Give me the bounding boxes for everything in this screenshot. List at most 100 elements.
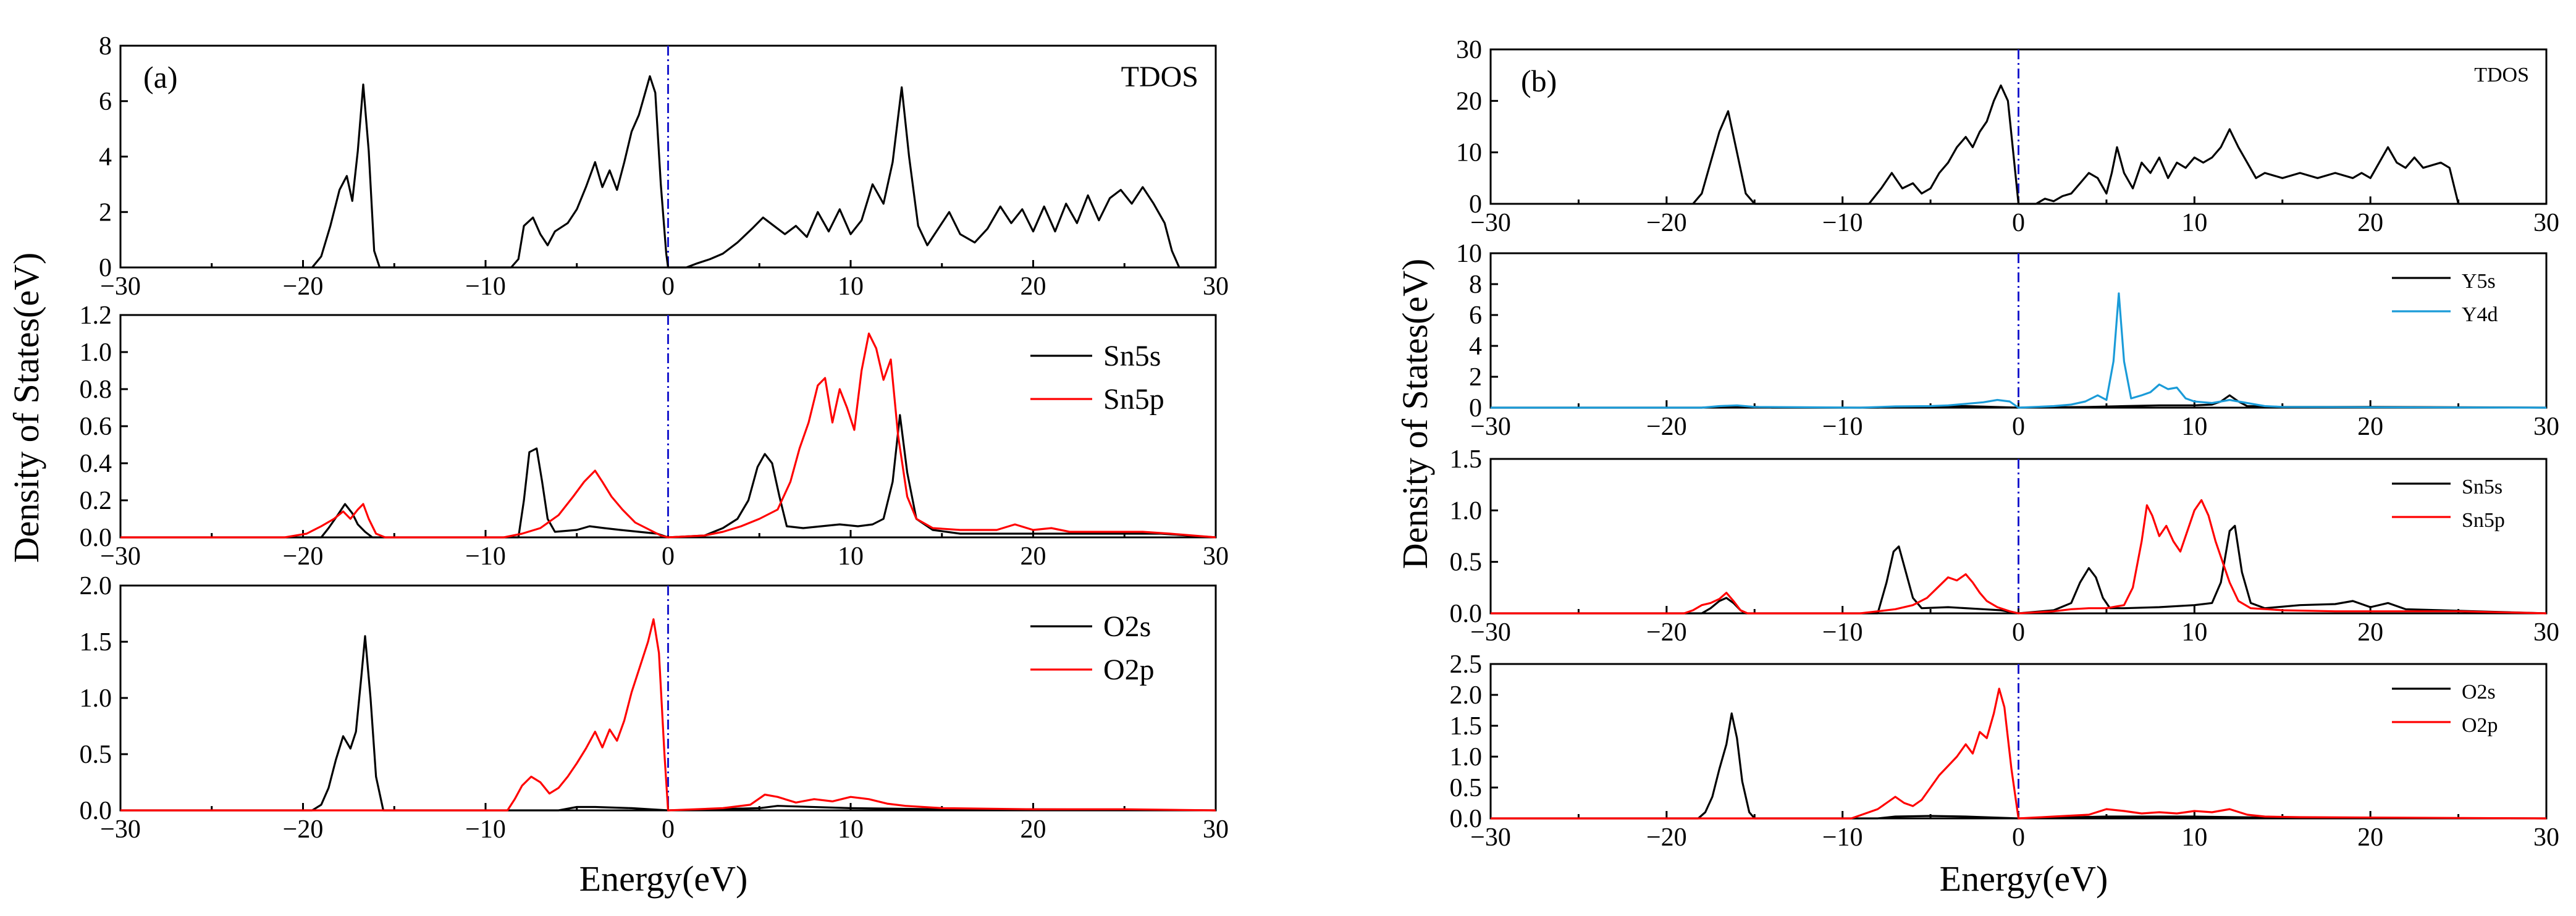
x-tick-label: −30	[1470, 209, 1511, 237]
y-tick-label: 4	[99, 143, 112, 172]
x-tick-label: −20	[283, 272, 324, 301]
panel-b3: −30 −20 −10 0 10 20 30 0.0 0.5 1.0 1.5 Sn5s Sn5p	[1450, 445, 2560, 647]
x-tick-label: −20	[1646, 413, 1687, 441]
y-tick-label: 10	[1456, 240, 1482, 268]
y-tick-label: 0.5	[1450, 774, 1483, 802]
series-o2p-line	[120, 618, 1216, 812]
legend-label: Sn5p	[1103, 383, 1164, 416]
series-o2s-line	[1491, 712, 2547, 820]
y-tick-label: 0.0	[80, 524, 112, 552]
y-tick-label: 0.4	[80, 450, 112, 478]
series-o2s-line	[120, 635, 1216, 812]
x-tick-label: 30	[2533, 209, 2559, 237]
x-tick-label: −10	[1822, 413, 1863, 441]
x-tick-label: 0	[662, 542, 675, 571]
x-tick-label: −20	[1646, 209, 1687, 237]
x-tick-label: 10	[2181, 618, 2207, 647]
y-tick-label: 0.2	[80, 487, 112, 515]
right-x-axis-title: Energy(eV)	[1940, 859, 2108, 899]
y-tick-label: 1.2	[80, 301, 112, 330]
x-tick-label: 0	[662, 815, 675, 844]
y-tick-label: 2.0	[80, 572, 112, 600]
panel-b1: −30 −20 −10 0 10 20 30 0 10 20 30 TDOS	[1456, 36, 2559, 237]
x-tick-label: 0	[2012, 618, 2025, 647]
x-tick-label: 0	[2012, 209, 2025, 237]
series-o2p-line	[1491, 687, 2547, 820]
x-tick-label: 20	[1021, 272, 1046, 301]
series-tdos-line	[1692, 84, 2546, 205]
panel-b-tag: (b)	[1521, 64, 1557, 98]
y-tick-label: 0.5	[80, 741, 112, 769]
y-tick-label: 1.0	[1450, 497, 1483, 525]
y-tick-label: 4	[1469, 332, 1482, 361]
x-tick-label: 10	[2181, 823, 2207, 852]
left-x-axis-title: Energy(eV)	[579, 859, 748, 899]
y-tick-label: 0.8	[80, 376, 112, 404]
x-tick-label: 30	[1203, 542, 1229, 571]
panel-a3: −30 −20 −10 0 10 20 30 0.0 0.5 1.0 1.5 2.0 O2s O2p	[80, 572, 1229, 844]
y-tick-label: 8	[1469, 271, 1482, 299]
x-tick-label: 0	[662, 272, 675, 301]
y-tick-label: 8	[99, 32, 112, 61]
y-tick-label: 20	[1456, 87, 1482, 116]
panel-a2: −30 −20 −10 0 10 20 30 0.0 0.2 0.4 0.6 0.8 1.0 1.2 Sn5…	[80, 301, 1229, 571]
y-tick-label: 0.6	[80, 413, 112, 441]
series-sn5p-line	[120, 332, 1216, 539]
x-tick-label: −30	[100, 542, 141, 571]
x-tick-label: 20	[1021, 815, 1046, 844]
y-tick-label: 2	[99, 198, 112, 227]
panel-a1: −30 −20 −10 0 10 20 30 0 2 4 6 8 TDOS	[99, 32, 1229, 301]
y-tick-label: 0.0	[1450, 600, 1483, 628]
panel-a-tag: (a)	[143, 60, 178, 95]
y-tick-label: 0	[99, 254, 112, 282]
x-tick-label: 20	[1021, 542, 1046, 571]
y-tick-label: 0	[1469, 394, 1482, 422]
series-y4d-line	[1491, 292, 2547, 409]
y-tick-label: 2	[1469, 363, 1482, 392]
legend-label: TDOS	[2474, 64, 2529, 86]
x-tick-label: 20	[2357, 618, 2383, 647]
y-tick-label: 1.5	[1450, 445, 1483, 474]
right-y-axis-title: Density of States(eV)	[1395, 259, 1435, 569]
x-tick-label: −20	[283, 815, 324, 844]
legend-label: Sn5s	[1103, 340, 1161, 372]
legend-label: TDOS	[1121, 61, 1198, 93]
x-tick-label: 30	[2533, 823, 2559, 852]
y-tick-label: 0	[1469, 190, 1482, 219]
y-tick-label: 6	[99, 88, 112, 116]
x-tick-label: −30	[100, 815, 141, 844]
y-tick-label: 2.5	[1450, 650, 1483, 679]
y-tick-label: 30	[1456, 36, 1482, 64]
series-sn5p-line	[1491, 499, 2547, 615]
x-tick-label: 20	[2357, 209, 2383, 237]
x-tick-label: −30	[100, 272, 141, 301]
panel-b4: −30 −20 −10 0 10 20 30 0.0 0.5 1.01.52.02.5 O2s O2p	[1450, 650, 2560, 852]
x-tick-label: −10	[1822, 209, 1863, 237]
y-tick-label: 1.0	[1450, 743, 1483, 771]
x-tick-label: −10	[465, 815, 506, 844]
x-tick-label: −30	[1470, 413, 1511, 441]
y-tick-label: 1.0	[80, 684, 112, 713]
y-tick-label: 0.5	[1450, 548, 1483, 577]
x-tick-label: −20	[1646, 823, 1687, 852]
x-tick-label: 30	[2533, 618, 2559, 647]
x-tick-label: 10	[838, 542, 864, 571]
x-tick-label: −30	[1470, 823, 1511, 852]
x-tick-label: 0	[2012, 413, 2025, 441]
x-tick-label: 10	[2181, 209, 2207, 237]
x-tick-label: 20	[2357, 413, 2383, 441]
legend-label: Y4d	[2462, 303, 2498, 326]
x-tick-label: −10	[1822, 823, 1863, 852]
x-tick-label: −10	[465, 272, 506, 301]
y-tick-label: 10	[1456, 139, 1482, 167]
legend-label: Sn5p	[2462, 509, 2505, 532]
y-tick-label: 2.0	[1450, 681, 1483, 710]
x-tick-label: 30	[1203, 815, 1229, 844]
x-tick-label: 30	[1203, 272, 1229, 301]
left-y-axis-title: Density of States(eV)	[6, 253, 46, 563]
legend-label: O2p	[1103, 653, 1155, 686]
x-tick-label: 20	[2357, 823, 2383, 852]
